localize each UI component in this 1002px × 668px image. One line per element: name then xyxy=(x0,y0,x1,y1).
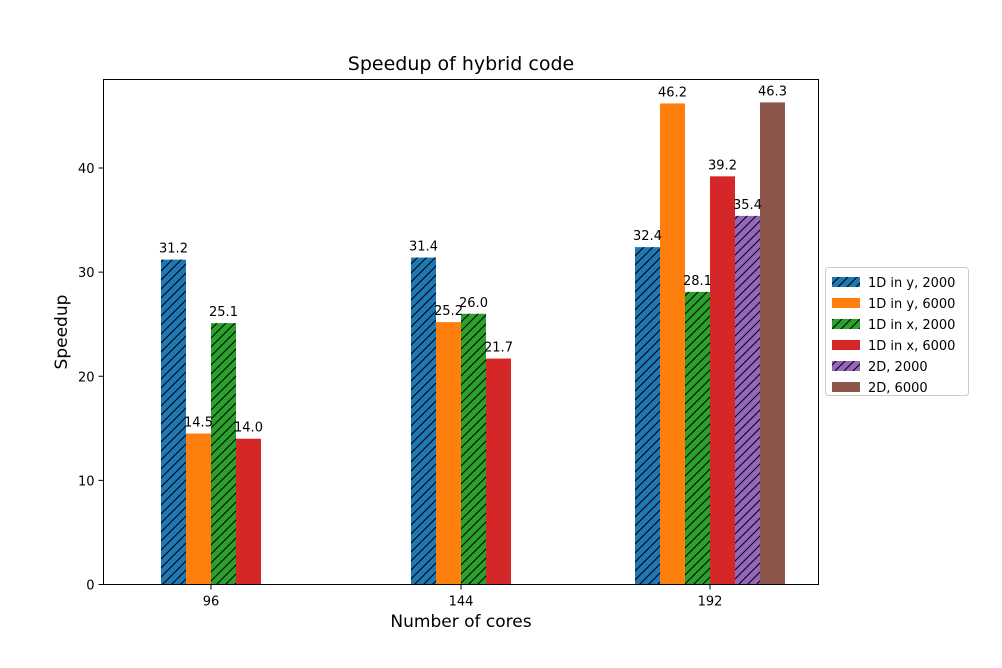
bar xyxy=(660,103,685,585)
bar-value-label: 21.7 xyxy=(484,341,513,356)
bar-value-label: 14.5 xyxy=(184,416,213,431)
bar-labels-layer: 31.2 14.5 25.1 14.0 31.4 25.226.0 21.7 32.4 46.2… xyxy=(159,84,787,435)
bar-hatch xyxy=(411,257,436,585)
x-tick-label: 96 xyxy=(203,595,220,610)
y-tick-label: 0 xyxy=(86,579,94,594)
bar-value-label: 46.2 xyxy=(658,85,687,100)
bar-value-label: 35.4 xyxy=(733,198,762,213)
bar xyxy=(236,438,261,585)
bar-value-label: 25.1 xyxy=(209,305,238,320)
bar-value-label: 25.2 xyxy=(434,304,463,319)
bar-hatch xyxy=(211,323,236,585)
bar-value-label: 28.1 xyxy=(683,274,712,289)
bar-hatch xyxy=(635,247,660,585)
bar-value-label: 26.0 xyxy=(459,296,488,311)
bar-hatch xyxy=(461,313,486,585)
bar-value-label: 46.3 xyxy=(758,84,787,99)
bar-hatch xyxy=(161,259,186,585)
bar xyxy=(186,433,211,585)
legend-swatch xyxy=(832,382,860,392)
legend-swatch-hatch xyxy=(832,319,860,329)
legend-box xyxy=(825,267,969,396)
y-tick-label: 40 xyxy=(78,162,95,177)
bar-hatch xyxy=(735,215,760,585)
x-axis-label: Number of cores xyxy=(390,612,531,632)
legend-label: 1D in y, 2000 xyxy=(868,276,955,291)
bar-hatch xyxy=(685,291,710,585)
bar-value-label: 31.4 xyxy=(409,240,438,255)
bar xyxy=(436,322,461,585)
legend: 1D in y, 2000 1D in y, 6000 1D in x, 2000 1… xyxy=(825,267,969,396)
legend-label: 2D, 6000 xyxy=(868,381,928,396)
bar-value-label: 14.0 xyxy=(234,421,263,436)
bar xyxy=(710,176,735,585)
y-tick-label: 20 xyxy=(78,370,95,385)
y-axis-label: Speedup xyxy=(52,295,72,370)
y-tick-label: 10 xyxy=(78,474,95,489)
bar xyxy=(486,358,511,585)
legend-swatch-hatch xyxy=(832,361,860,371)
bar-value-label: 31.2 xyxy=(159,242,188,257)
legend-swatch xyxy=(832,340,860,350)
legend-swatch xyxy=(832,298,860,308)
x-axis: 96 144 192 xyxy=(203,584,723,610)
y-tick-label: 30 xyxy=(78,266,95,281)
bar-value-label: 32.4 xyxy=(633,229,662,244)
bars-layer xyxy=(161,102,785,585)
x-tick-label: 144 xyxy=(449,595,474,610)
bar-value-label: 39.2 xyxy=(708,158,737,173)
legend-swatch-hatch xyxy=(832,277,860,287)
legend-label: 1D in x, 6000 xyxy=(868,339,955,354)
y-axis: 0 10 20 30 40 xyxy=(78,162,104,594)
x-tick-label: 192 xyxy=(698,595,723,610)
chart-title: Speedup of hybrid code xyxy=(348,53,574,75)
legend-label: 1D in x, 2000 xyxy=(868,318,955,333)
bar xyxy=(760,102,785,585)
legend-label: 2D, 2000 xyxy=(868,360,928,375)
legend-label: 1D in y, 6000 xyxy=(868,297,955,312)
